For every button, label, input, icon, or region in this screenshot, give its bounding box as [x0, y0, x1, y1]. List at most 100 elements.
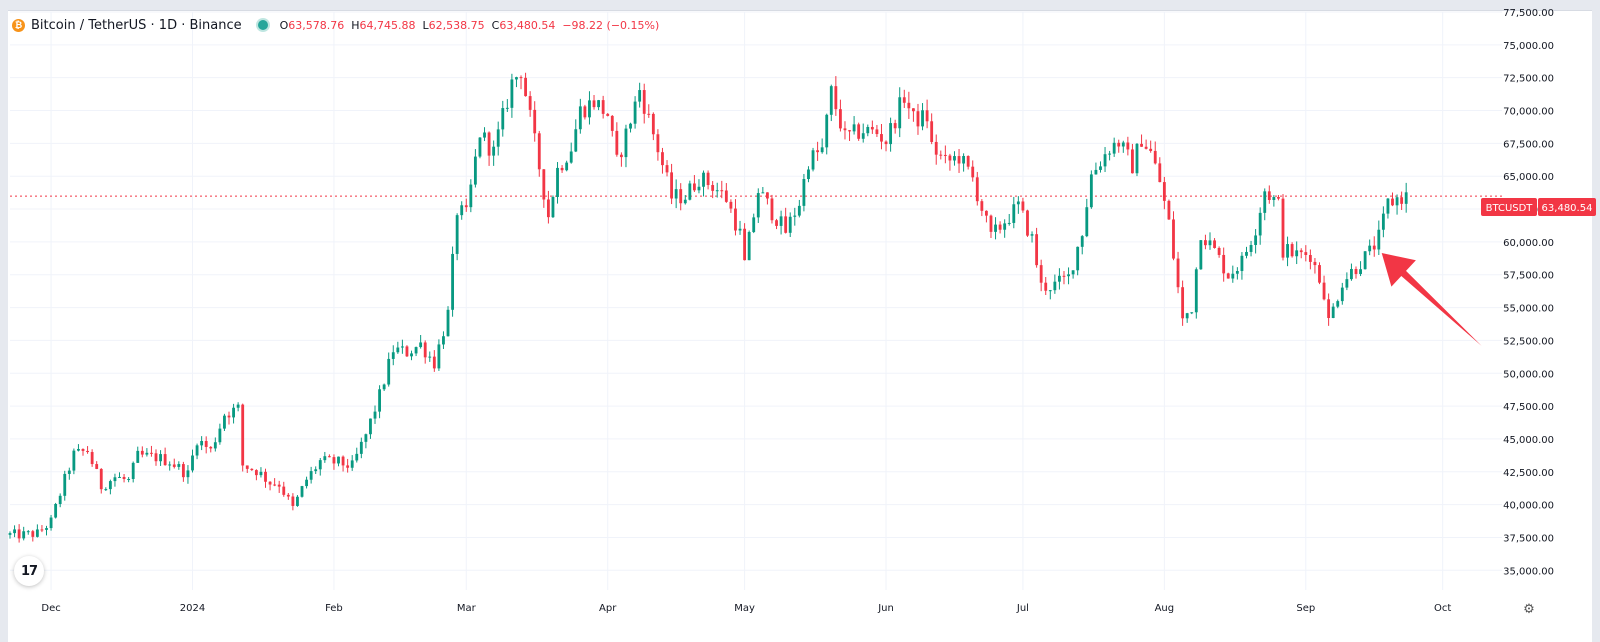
candle-body: [1085, 207, 1089, 237]
candle-body: [414, 347, 418, 354]
candle-body: [1350, 268, 1353, 280]
candle-body: [1153, 150, 1157, 164]
candle-body: [204, 440, 208, 447]
candle-body: [788, 216, 792, 233]
candle-body: [191, 455, 194, 471]
candle-body: [916, 111, 920, 127]
candle-body: [104, 489, 108, 491]
symbol-title[interactable]: Bitcoin / TetherUS · 1D · Binance: [31, 17, 242, 33]
candle-body: [911, 108, 915, 112]
candle-body: [332, 457, 336, 464]
candle-body: [615, 130, 619, 155]
candle-body: [966, 156, 970, 167]
time-tick-label: Apr: [599, 603, 617, 614]
candle-body: [67, 470, 71, 474]
candle-body: [346, 465, 350, 468]
price-axis: 35,000.00 37,500.00 40,000.00 42,500.00 45,0…: [1503, 8, 1554, 577]
tradingview-logo[interactable]: 17: [14, 556, 44, 586]
candle-body: [797, 205, 801, 216]
candle-body: [802, 179, 806, 206]
price-tick-label: 37,500.00: [1503, 533, 1554, 544]
candle-body: [829, 86, 833, 115]
candle-body: [273, 484, 277, 486]
candle-body: [223, 415, 226, 429]
candle-body: [1190, 312, 1194, 314]
candle-body: [1158, 163, 1162, 183]
time-tick-label: Feb: [325, 603, 343, 614]
candle-body: [99, 468, 103, 490]
candle-body: [1071, 270, 1075, 275]
candle-body: [387, 358, 391, 385]
candle-body: [998, 224, 1002, 230]
candle-body: [939, 154, 943, 156]
candle-body: [1226, 273, 1230, 279]
candle-body: [1290, 244, 1294, 257]
price-tick-label: 47,500.00: [1503, 402, 1554, 413]
gear-icon[interactable]: ⚙: [1523, 601, 1535, 617]
close-label: C: [491, 18, 500, 32]
candle-body: [1222, 254, 1226, 274]
candle-body: [58, 495, 62, 505]
candle-body: [145, 452, 149, 455]
candle-body: [122, 476, 126, 479]
time-tick-label: May: [734, 603, 755, 614]
chart-legend[interactable]: ₿ Bitcoin / TetherUS · 1D · Binance O63,…: [12, 14, 659, 36]
chart-pane[interactable]: [8, 10, 1592, 642]
candle-body: [510, 79, 514, 108]
candle-body: [715, 190, 719, 192]
price-tick-label: 42,500.00: [1503, 468, 1554, 479]
candle-body: [1131, 149, 1134, 174]
candle-body: [656, 134, 660, 153]
candle-body: [1217, 247, 1221, 255]
candle-body: [1026, 210, 1029, 236]
candle-body: [245, 465, 249, 469]
candle-body: [54, 504, 58, 518]
market-status-dot[interactable]: [257, 20, 268, 30]
candle-body: [1048, 290, 1052, 292]
candle-body: [505, 107, 509, 109]
candle-body: [382, 384, 386, 390]
candle-body: [583, 106, 587, 118]
candle-body: [565, 162, 569, 171]
candle-body: [1386, 198, 1390, 214]
candle-body: [1381, 213, 1385, 230]
candle-body: [925, 110, 929, 122]
candle-body: [1263, 191, 1267, 213]
candle-body: [674, 189, 678, 199]
candle-body: [647, 113, 651, 115]
candle-body: [948, 155, 952, 161]
candle-body: [451, 253, 454, 310]
candle-body: [560, 167, 564, 171]
candle-body: [1108, 153, 1112, 155]
price-tick-label: 40,000.00: [1503, 501, 1554, 512]
candle-body: [1322, 282, 1326, 300]
last-price-tag[interactable]: BTCUSDT 63,480.54: [1481, 198, 1596, 216]
candle-body: [784, 216, 788, 233]
price-tick-label: 72,500.00: [1503, 74, 1554, 85]
price-tick-label: 75,000.00: [1503, 41, 1554, 52]
time-tick-label: Mar: [457, 603, 477, 614]
candle-body: [638, 90, 642, 102]
candle-body: [907, 102, 911, 109]
candle-body: [1249, 245, 1253, 252]
candle-body: [501, 108, 505, 130]
candle-body: [551, 196, 555, 218]
candle-body: [1135, 143, 1139, 174]
candle-body: [569, 151, 573, 163]
candle-body: [350, 460, 354, 468]
candle-body: [1354, 268, 1358, 274]
annotation-arrow-shape[interactable]: [1381, 253, 1482, 346]
candle-body: [1336, 301, 1340, 307]
candle-body: [606, 113, 610, 116]
candle-body: [95, 464, 99, 469]
candle-body: [150, 452, 153, 454]
candle-body: [738, 228, 742, 231]
candle-body: [734, 208, 737, 231]
candle-body: [1121, 142, 1125, 147]
candle-body: [455, 215, 459, 254]
candle-body: [227, 415, 231, 418]
candle-body: [779, 216, 783, 226]
price-tick-label: 65,000.00: [1503, 172, 1554, 183]
candle-body: [1258, 212, 1262, 236]
